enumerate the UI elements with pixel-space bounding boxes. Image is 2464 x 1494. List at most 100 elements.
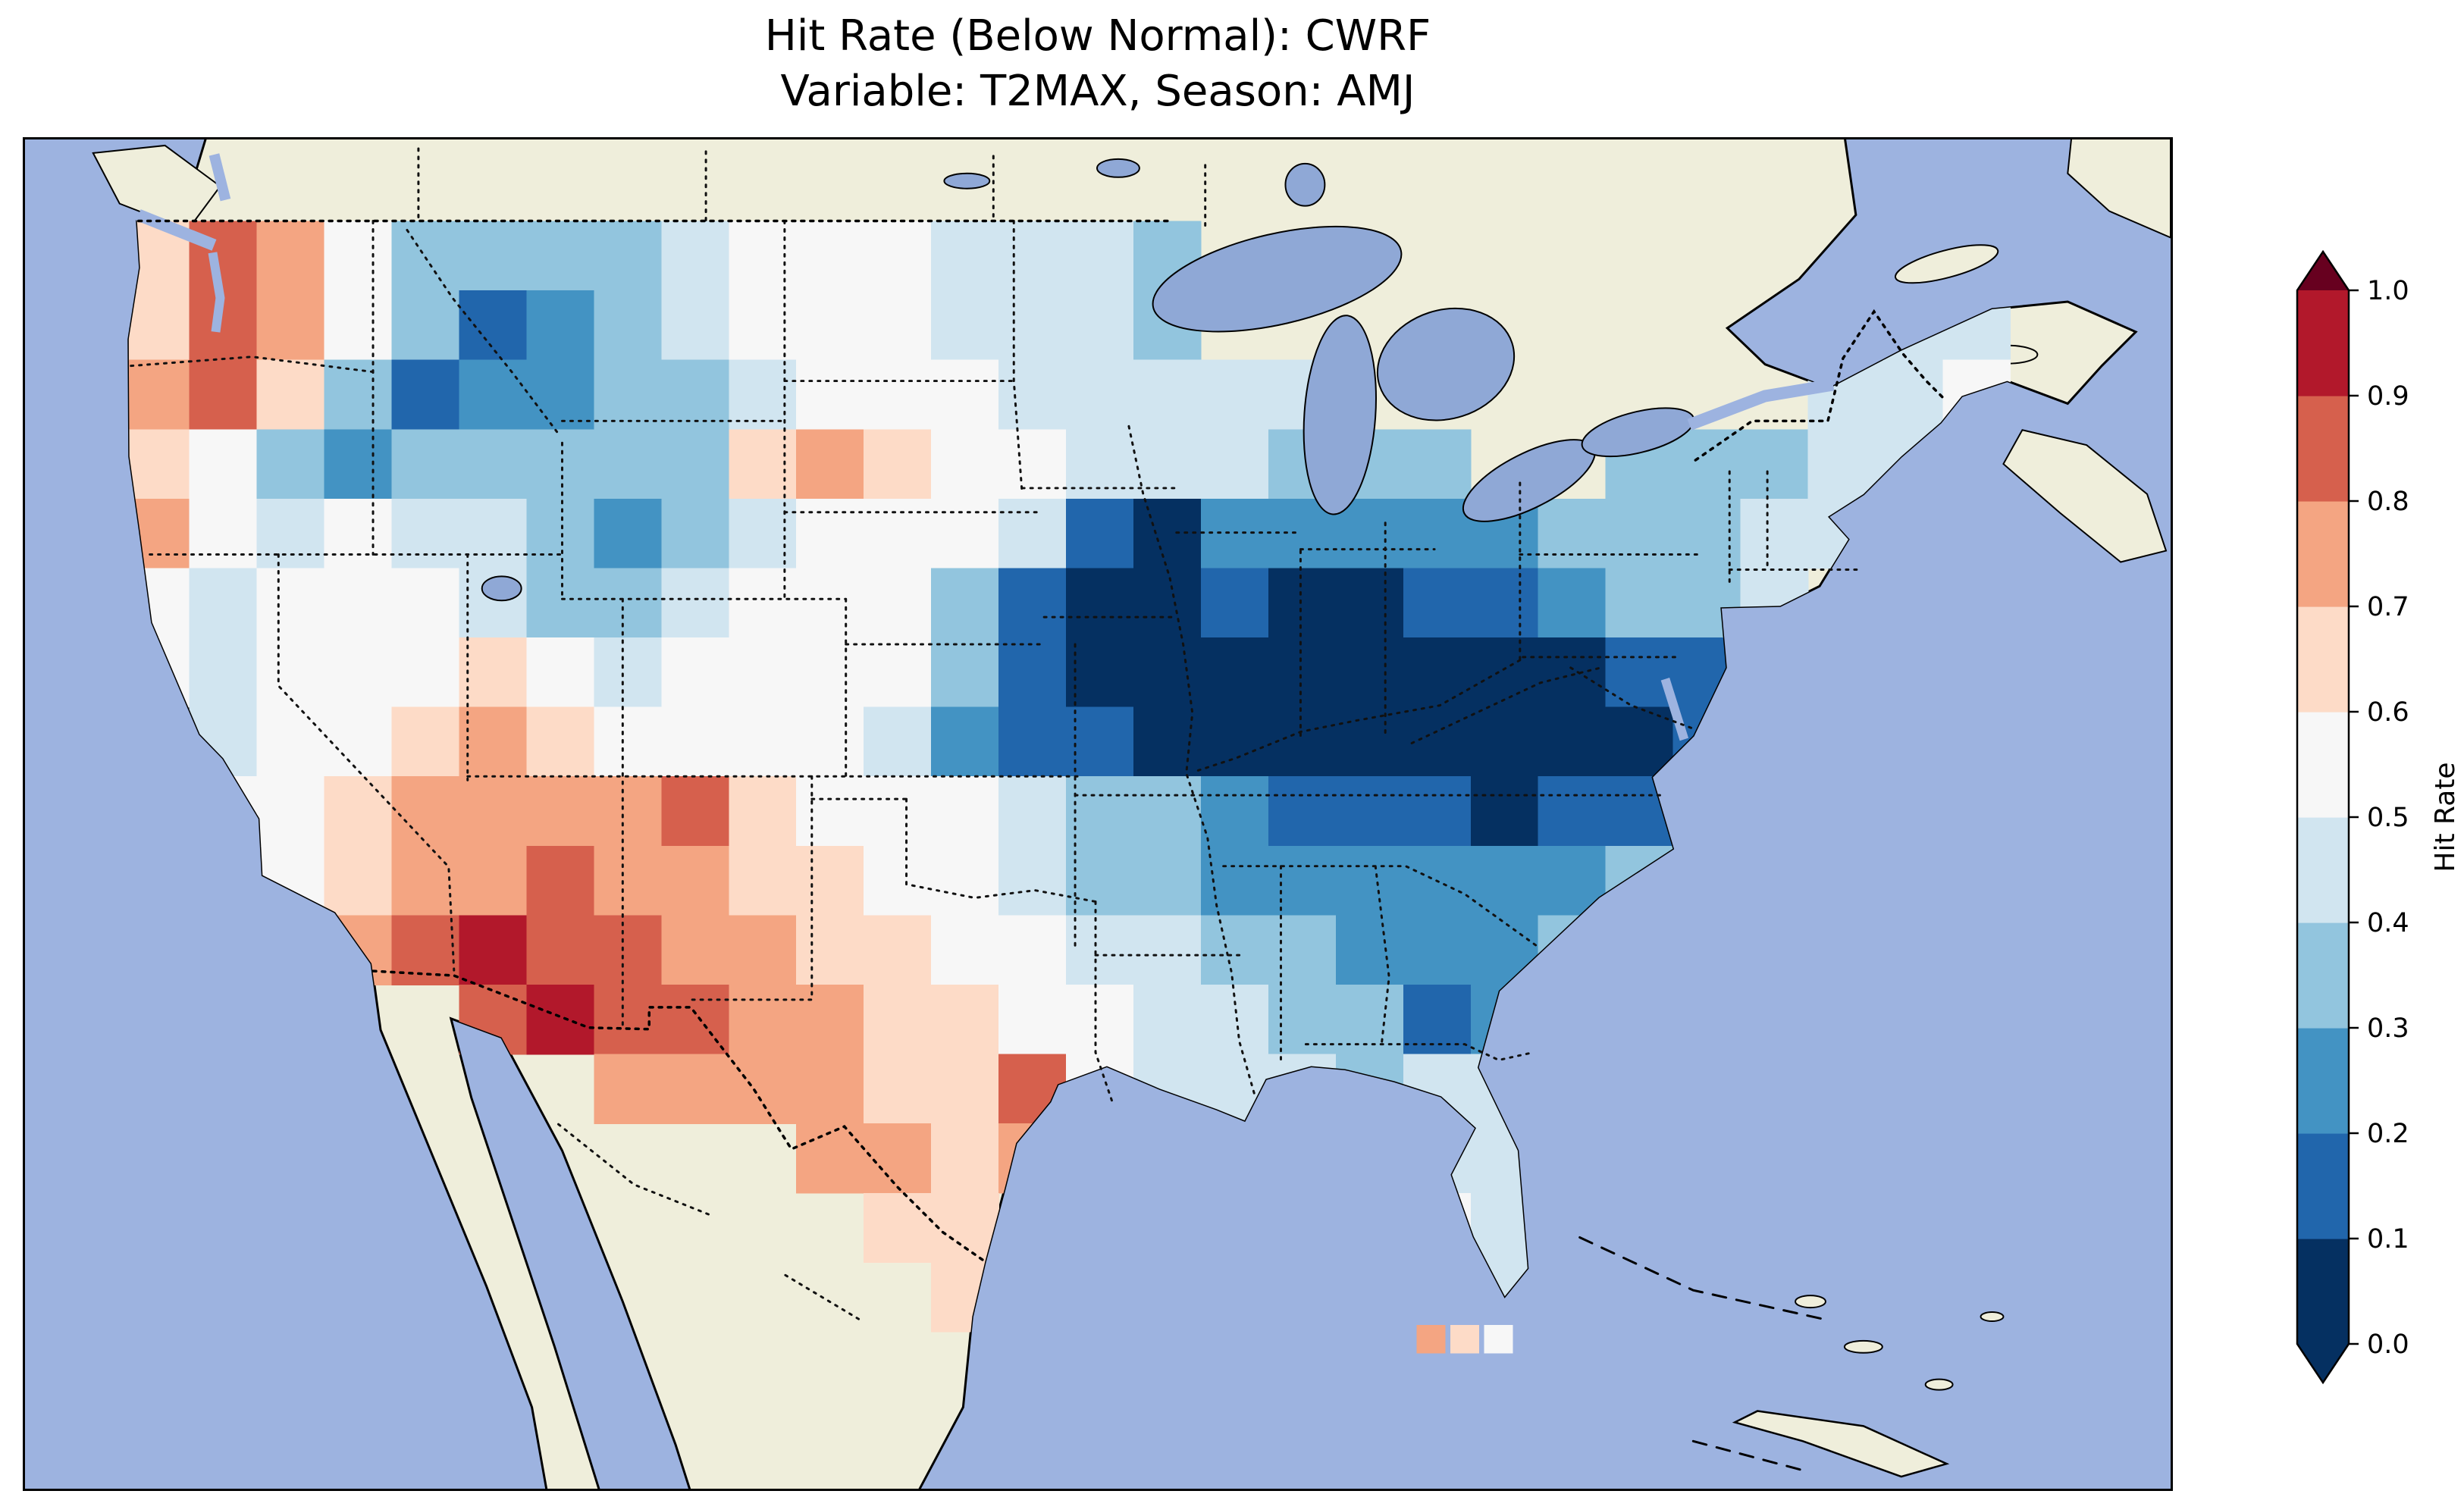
grid-cell bbox=[729, 290, 798, 361]
grid-cell bbox=[594, 290, 663, 361]
grid-cell bbox=[459, 776, 528, 847]
grid-cell bbox=[1335, 637, 1404, 708]
chesapeake-bay bbox=[1660, 678, 1689, 741]
grid-cell bbox=[1133, 915, 1202, 985]
grid-cell bbox=[1335, 498, 1404, 569]
grid-cell bbox=[1538, 498, 1607, 569]
maritime-boundaries bbox=[1578, 1236, 1831, 1473]
florida-keys-cells bbox=[1416, 1324, 1513, 1354]
grid-cell bbox=[661, 290, 730, 361]
grid-cell bbox=[256, 359, 325, 431]
grid-cell bbox=[1403, 776, 1472, 847]
grid-cell bbox=[796, 359, 864, 431]
grid-cell bbox=[391, 568, 460, 638]
grid-cell bbox=[864, 221, 932, 291]
colorbar-segment bbox=[2297, 396, 2349, 502]
grid-cell bbox=[661, 1054, 730, 1124]
grid-cell bbox=[661, 568, 730, 638]
grid-cell bbox=[459, 637, 528, 708]
grid-cell bbox=[1672, 429, 1741, 500]
grid-cell bbox=[526, 429, 595, 500]
grid-cell bbox=[998, 290, 1067, 361]
grid-cell bbox=[1268, 568, 1337, 638]
colorbar: 1.0 0.9 0.8 0.7 0.6 0.5 0.4 0.3 0.2 0.1 0.0 bbox=[2296, 249, 2409, 1385]
grid-cell bbox=[1605, 568, 1674, 638]
grid-cell bbox=[1740, 498, 1809, 569]
grid-cell bbox=[1403, 984, 1472, 1055]
colorbar-tick-label: 0.9 bbox=[2367, 381, 2409, 412]
grid-cell bbox=[128, 359, 190, 431]
grid-cell bbox=[324, 290, 393, 361]
puget-sound bbox=[208, 252, 225, 333]
grid-cell-small bbox=[1450, 1324, 1480, 1354]
grid-cell bbox=[1066, 706, 1134, 778]
vancouver-island bbox=[92, 144, 221, 231]
grid-cell bbox=[189, 221, 258, 291]
colorbar-segment bbox=[2297, 1028, 2349, 1134]
grid-cell bbox=[391, 290, 460, 361]
grid-cell bbox=[1403, 498, 1472, 569]
grid-cell bbox=[459, 706, 528, 778]
grid-cell bbox=[459, 915, 528, 985]
grid-cell bbox=[998, 776, 1067, 847]
grid-cell bbox=[1133, 498, 1202, 569]
grid-cell bbox=[729, 1054, 798, 1124]
grid-cell bbox=[526, 984, 595, 1055]
grid-cell bbox=[1066, 776, 1134, 847]
grid-cell bbox=[796, 290, 864, 361]
bahamas-island bbox=[1924, 1378, 1954, 1391]
grid-cell-small bbox=[1416, 1324, 1446, 1354]
grid-cell bbox=[729, 845, 798, 916]
colorbar-axis-label: Hit Rate bbox=[2430, 762, 2461, 872]
grid-cell bbox=[864, 1192, 932, 1264]
cuba-island bbox=[1732, 1410, 1950, 1478]
grid-cell bbox=[864, 706, 932, 778]
grid-cell bbox=[1672, 498, 1741, 569]
grid-cell bbox=[459, 498, 528, 569]
grid-cell bbox=[1335, 845, 1404, 916]
grid-cell bbox=[526, 845, 595, 916]
grid-cell-small bbox=[1484, 1324, 1513, 1354]
grid-cell bbox=[1066, 637, 1134, 708]
grid-cell bbox=[729, 915, 798, 985]
grid-cell bbox=[998, 359, 1067, 431]
chart-title-line2: Variable: T2MAX, Season: AMJ bbox=[780, 66, 1415, 116]
national-borders bbox=[136, 219, 1947, 1264]
grid-cell bbox=[1200, 706, 1269, 778]
grid-cell bbox=[256, 498, 325, 569]
grid-cell bbox=[128, 290, 190, 361]
grid-cell bbox=[1066, 568, 1134, 638]
colorbar-tick-label: 0.7 bbox=[2367, 592, 2409, 622]
bahamas-island bbox=[1980, 1311, 2005, 1322]
grid-cell bbox=[324, 221, 393, 291]
grid-cell bbox=[324, 359, 393, 431]
grid-cell bbox=[1066, 498, 1134, 569]
grid-cell bbox=[1133, 845, 1202, 916]
grid-cell bbox=[998, 637, 1067, 708]
grid-cell bbox=[1538, 706, 1607, 778]
map-canvas bbox=[25, 139, 2171, 1489]
grid-cell bbox=[459, 429, 528, 500]
grid-cell bbox=[931, 1123, 999, 1194]
grid-cell bbox=[1066, 221, 1134, 291]
grid-cell bbox=[526, 706, 595, 778]
grid-cell bbox=[729, 429, 798, 500]
grid-cell bbox=[1605, 637, 1674, 708]
strait-of-georgia bbox=[208, 153, 231, 202]
lake-winnipeg bbox=[1096, 158, 1140, 178]
grid-cell bbox=[594, 915, 663, 985]
grid-cell bbox=[1605, 498, 1674, 569]
newfoundland-island bbox=[2067, 139, 2171, 239]
grid-cell bbox=[729, 221, 798, 291]
grid-cell bbox=[998, 845, 1067, 916]
grid-cell bbox=[1335, 706, 1404, 778]
grid-cell bbox=[189, 359, 258, 431]
grid-cell bbox=[931, 359, 999, 431]
grid-cell bbox=[1335, 984, 1404, 1055]
grid-cell bbox=[1200, 915, 1269, 985]
grid-cell bbox=[729, 984, 798, 1055]
grid-cell bbox=[998, 706, 1067, 778]
grid-cell bbox=[526, 290, 595, 361]
grid-cell bbox=[256, 568, 325, 638]
grid-cell bbox=[661, 498, 730, 569]
